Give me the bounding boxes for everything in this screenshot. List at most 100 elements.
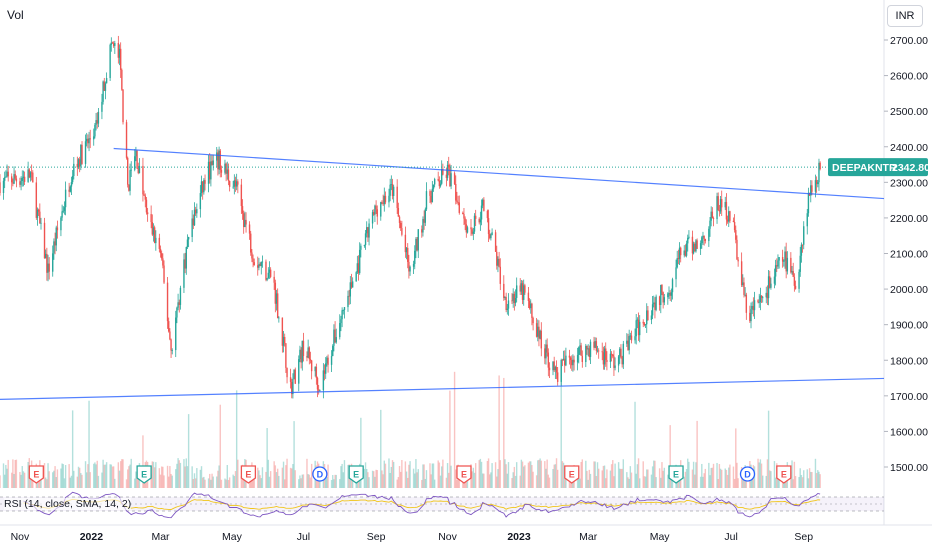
candle-body [643, 323, 646, 325]
volume-bar [513, 466, 516, 488]
candle-body [770, 283, 772, 288]
candle-body [315, 366, 318, 378]
candle-body [655, 296, 657, 310]
currency-button[interactable]: INR [887, 5, 923, 27]
candle-body [35, 182, 38, 218]
candle-body [810, 185, 812, 196]
candle-body [790, 257, 792, 273]
candle-body [350, 282, 353, 288]
volume-bar [333, 479, 335, 488]
candle-body [298, 359, 300, 384]
candle-body [101, 101, 103, 112]
volume-bar [77, 466, 80, 488]
volume-bar [366, 469, 368, 488]
candle-body [267, 272, 270, 279]
volume-bar [709, 475, 711, 488]
volume-bar [300, 478, 302, 488]
volume-bar [309, 477, 312, 488]
candle-body [62, 210, 64, 212]
candle-body [30, 172, 33, 174]
rsi-indicator-label[interactable]: RSI (14, close, SMA, 14, 2) [4, 498, 132, 510]
candle-body [333, 329, 335, 346]
candle-body [487, 218, 490, 235]
candle-body [70, 182, 73, 187]
candle-body [688, 236, 690, 238]
volume-bar [343, 460, 346, 488]
candle-body [36, 209, 39, 218]
volume-bar [220, 479, 223, 488]
volume-bar [532, 471, 534, 488]
candle-body [343, 307, 346, 310]
candle-body [364, 233, 367, 246]
candle-body [292, 378, 294, 395]
candle-body [653, 302, 655, 305]
candle-body [300, 349, 302, 363]
candle-body [284, 336, 286, 344]
volume-bar [43, 463, 46, 488]
volume-bar [52, 472, 54, 488]
candle-body [269, 269, 272, 277]
volume-bar [450, 465, 452, 488]
volume-bar [464, 477, 466, 488]
candle-body [651, 304, 654, 316]
candle-body [179, 287, 182, 305]
volume-bar [728, 467, 730, 488]
candle-body [47, 263, 49, 273]
candle-body [464, 218, 466, 225]
volume-bar [334, 474, 336, 488]
volume-bar [282, 461, 285, 488]
volume-bar [732, 466, 735, 488]
candle-body [153, 227, 156, 244]
candle-body [268, 269, 271, 273]
candle-body [496, 251, 498, 266]
candle-body [776, 265, 778, 267]
candle-body [817, 182, 819, 185]
candle-body [78, 159, 81, 167]
candle-body [253, 262, 255, 266]
candle-body [421, 229, 423, 233]
volume-bar [327, 464, 329, 488]
volume-bar [340, 466, 342, 488]
volume-bar [292, 464, 294, 488]
candle-body [691, 236, 694, 254]
volume-bar [512, 472, 514, 488]
candle-body [579, 345, 581, 348]
candle-body [695, 240, 697, 252]
volume-bar [183, 459, 185, 488]
candle-body [792, 271, 794, 277]
event-letter: E [569, 470, 575, 480]
volume-bar [60, 468, 62, 488]
candle-body [160, 253, 163, 259]
candle-body [15, 178, 18, 182]
candle-body [630, 335, 633, 341]
candle-body [815, 180, 818, 185]
candle-body [97, 111, 100, 124]
candle-body [217, 152, 219, 170]
candle-body [28, 169, 30, 178]
volume-bar [668, 475, 670, 488]
volume-bar [171, 475, 173, 488]
volume-bar [414, 473, 416, 488]
candle-body [325, 363, 327, 374]
volume-bar [96, 460, 98, 488]
candle-body [621, 357, 623, 365]
volume-bar [424, 478, 427, 488]
candle-body [455, 183, 457, 201]
volume-bar [708, 462, 710, 488]
volume-bar [302, 474, 305, 488]
candle-body [799, 255, 801, 272]
candle-body [801, 244, 804, 246]
candle-body [594, 341, 596, 348]
volume-bar [228, 477, 231, 488]
volume-bar [216, 476, 218, 488]
price-tick-label: 1900.00 [890, 320, 928, 332]
candle-body [514, 297, 517, 304]
candle-body [560, 359, 562, 382]
volume-bar [620, 469, 622, 488]
candle-body [347, 295, 349, 308]
candle-body [129, 170, 131, 191]
candle-body [117, 42, 120, 58]
